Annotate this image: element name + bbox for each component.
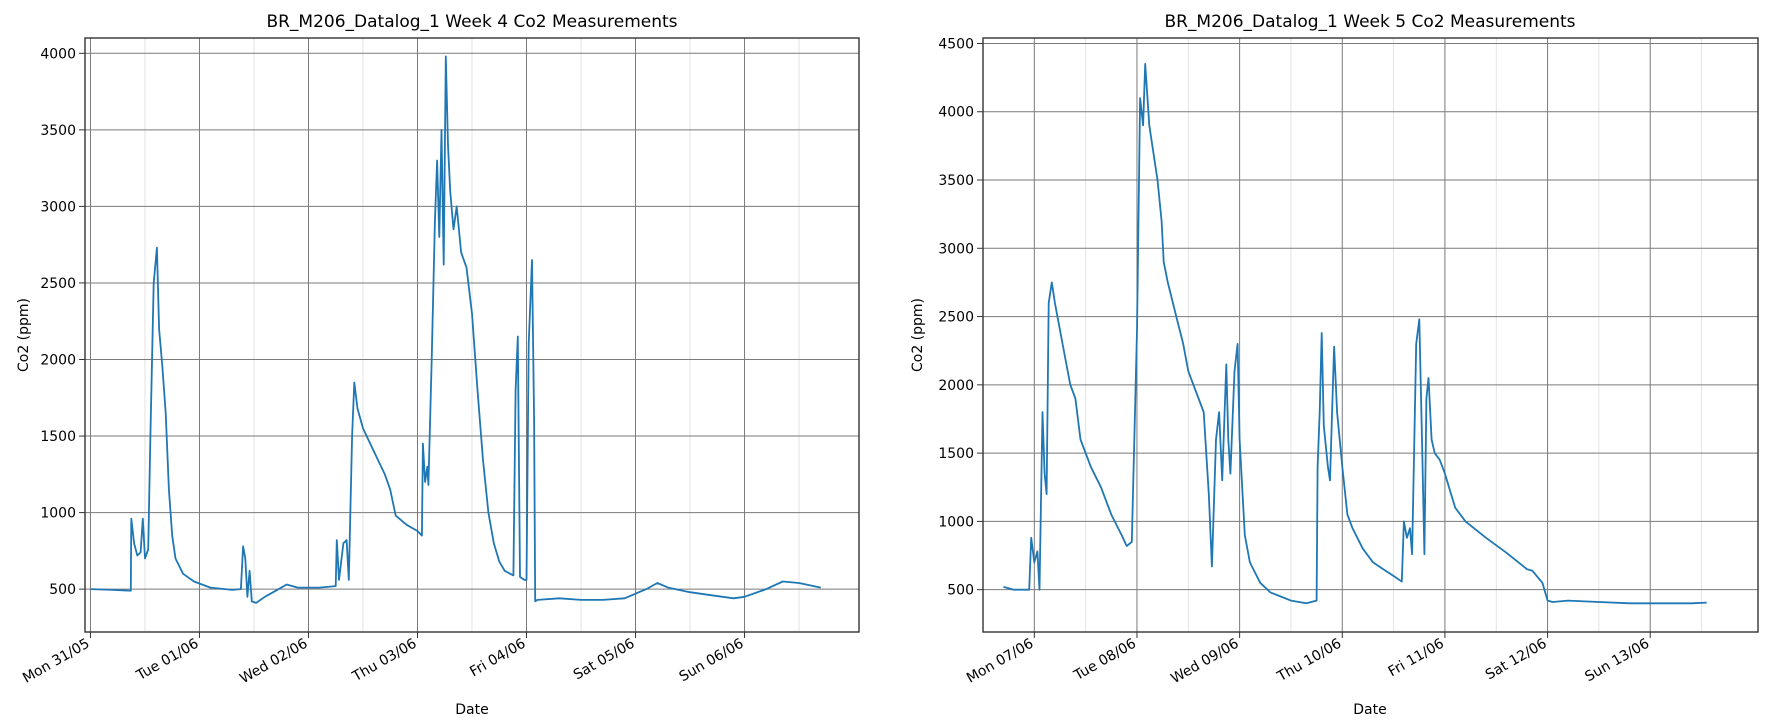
series-line: [90, 55, 821, 604]
y-tick-label: 3000: [40, 199, 76, 215]
x-tick-label: Tue 01/06: [133, 636, 201, 685]
x-tick-label: Sun 13/06: [1582, 636, 1652, 686]
y-tick-label: 1000: [40, 506, 76, 522]
x-tick-label: Mon 31/05: [20, 636, 92, 687]
chart-title: BR_M206_Datalog_1 Week 4 Co2 Measurement…: [266, 12, 677, 32]
y-tick-label: 2500: [40, 276, 76, 292]
x-axis-label: Date: [455, 702, 488, 718]
x-tick-label: Fri 04/06: [467, 636, 528, 681]
y-tick-label: 500: [49, 582, 76, 598]
grid: [983, 38, 1758, 632]
x-tick-label: Thu 03/06: [349, 636, 420, 686]
y-tick-label: 500: [947, 583, 974, 599]
x-tick-label: Sat 12/06: [1483, 636, 1550, 684]
series-line: [1003, 63, 1707, 605]
x-axis-label: Date: [1353, 702, 1386, 718]
plot-frame: [982, 37, 1759, 633]
x-tick-label: Tue 08/06: [1071, 636, 1139, 685]
y-tick-label: 4000: [40, 46, 76, 62]
y-tick-label: 3500: [40, 123, 76, 139]
grid: [85, 38, 859, 632]
chart-title: BR_M206_Datalog_1 Week 5 Co2 Measurement…: [1164, 12, 1575, 32]
chart-week-5: BR_M206_Datalog_1 Week 5 Co2 Measurement…: [910, 12, 1759, 718]
x-tick-label: Wed 09/06: [1168, 636, 1241, 688]
y-tick-label: 4500: [938, 36, 974, 52]
y-tick-label: 1500: [938, 446, 974, 462]
y-tick-label: 2000: [938, 378, 974, 394]
x-tick-label: Wed 02/06: [237, 636, 310, 688]
x-tick-label: Thu 10/06: [1274, 636, 1345, 686]
y-tick-label: 3500: [938, 173, 974, 189]
y-axis-label: Co2 (ppm): [16, 298, 32, 372]
series-layer: [1003, 63, 1707, 605]
x-tick-label: Fri 11/06: [1386, 636, 1447, 681]
y-tick-label: 2000: [40, 352, 76, 368]
chart-week-4: BR_M206_Datalog_1 Week 4 Co2 Measurement…: [16, 12, 860, 718]
y-tick-label: 4000: [938, 105, 974, 121]
x-tick-label: Sun 06/06: [677, 636, 747, 686]
x-tick-label: Mon 07/06: [964, 636, 1036, 687]
plot-frame: [84, 37, 860, 633]
y-tick-label: 3000: [938, 241, 974, 257]
x-tick-label: Sat 05/06: [571, 636, 638, 684]
y-tick-label: 1000: [938, 514, 974, 530]
y-tick-label: 2500: [938, 310, 974, 326]
series-layer: [90, 55, 821, 604]
y-tick-label: 1500: [40, 429, 76, 445]
y-axis-label: Co2 (ppm): [910, 298, 926, 372]
